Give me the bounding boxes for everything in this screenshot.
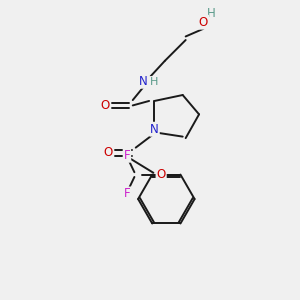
Text: O: O bbox=[101, 99, 110, 112]
Text: O: O bbox=[199, 16, 208, 29]
Text: H: H bbox=[149, 76, 158, 87]
Text: F: F bbox=[124, 149, 130, 162]
Text: H: H bbox=[207, 8, 215, 20]
Text: O: O bbox=[157, 168, 166, 181]
Text: N: N bbox=[150, 123, 159, 136]
Text: N: N bbox=[139, 75, 148, 88]
Text: O: O bbox=[104, 146, 113, 160]
Text: F: F bbox=[124, 188, 130, 200]
